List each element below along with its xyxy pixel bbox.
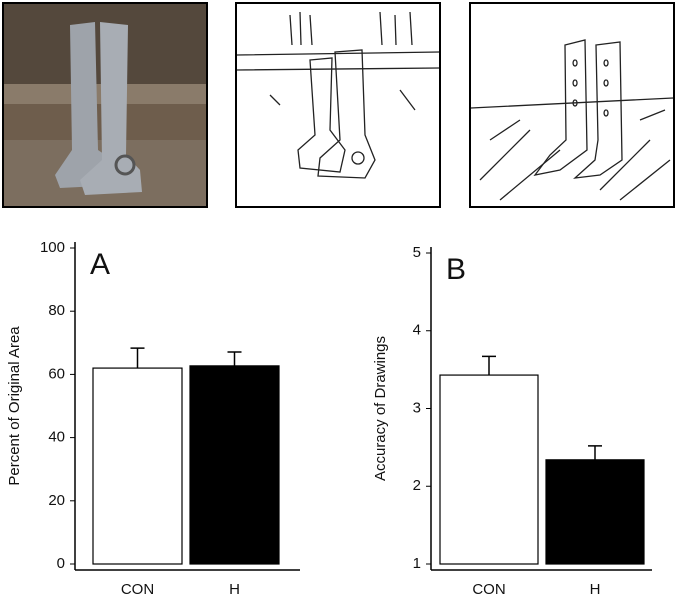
- x-tick-label: CON: [121, 581, 154, 598]
- y-tick-label: 100: [40, 239, 65, 256]
- y-tick-label: 2: [413, 477, 421, 494]
- y-tick-label: 40: [48, 429, 65, 446]
- y-tick-label: 0: [57, 555, 65, 572]
- x-tick-label: H: [590, 581, 601, 598]
- error-bar: [588, 445, 602, 460]
- error-bar: [227, 351, 242, 366]
- panel-label: A: [90, 248, 110, 281]
- y-axis-label: Percent of Original Area: [6, 326, 23, 486]
- drawing-two: [469, 2, 675, 208]
- y-tick-label: 60: [48, 365, 65, 382]
- boots-photo: [2, 2, 208, 208]
- y-tick-label: 5: [413, 244, 421, 261]
- y-tick-label: 4: [413, 322, 421, 339]
- bar: [92, 367, 183, 565]
- x-tick-label: CON: [472, 581, 505, 598]
- bar: [439, 374, 539, 565]
- bar: [189, 365, 280, 565]
- error-bar: [482, 355, 496, 376]
- x-tick-label: H: [229, 581, 240, 598]
- y-tick-label: 3: [413, 399, 421, 416]
- y-tick-label: 80: [48, 302, 65, 319]
- error-bar: [130, 347, 145, 369]
- drawing-one: [235, 2, 441, 208]
- y-tick-label: 1: [413, 555, 421, 572]
- y-tick-label: 20: [48, 492, 65, 509]
- y-axis-label: Accuracy of Drawings: [372, 336, 389, 481]
- panel-label: B: [446, 253, 466, 286]
- bar: [545, 459, 645, 565]
